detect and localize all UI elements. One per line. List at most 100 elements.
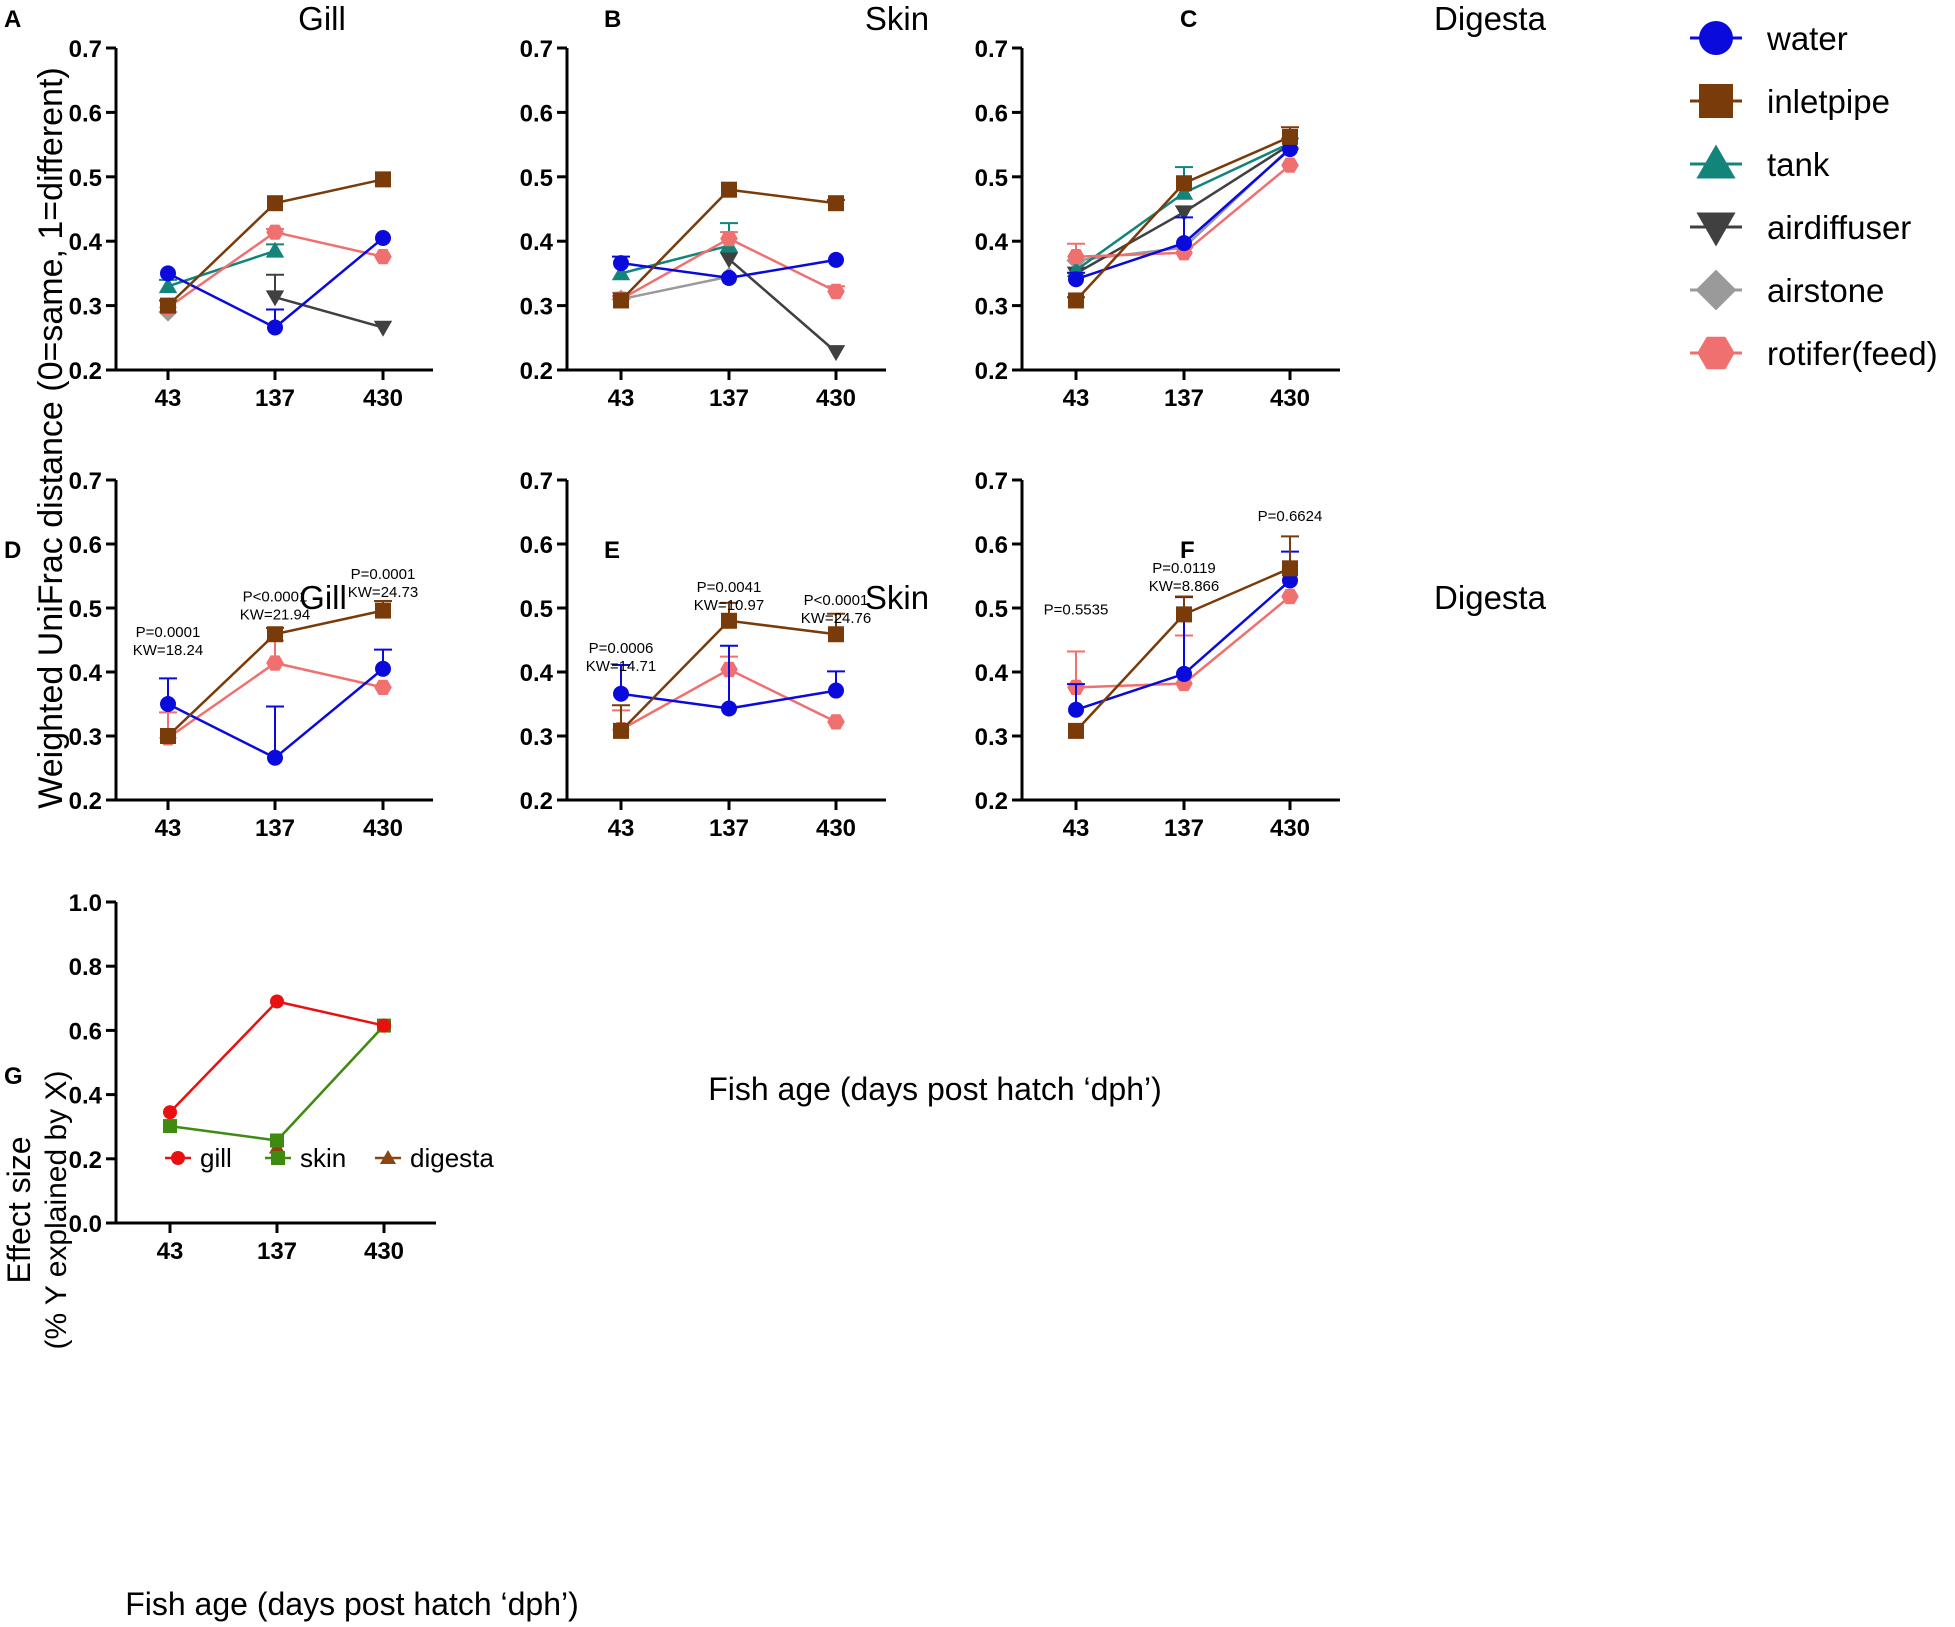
inletpipe-point xyxy=(1068,292,1084,309)
x-tick-label: 137 xyxy=(1164,385,1204,412)
inletpipe-point xyxy=(1282,128,1298,145)
panel-e-title: Skin xyxy=(865,579,929,616)
y-tick-label: 0.3 xyxy=(520,294,553,321)
rotifer-point xyxy=(827,283,845,300)
x-tick-label: 430 xyxy=(364,1238,404,1265)
y-tick-label: 0.3 xyxy=(69,724,102,751)
stat-annotation: P=0.5535 xyxy=(1044,601,1109,618)
stat-annotation: KW=10.97 xyxy=(694,597,764,614)
water-point xyxy=(267,319,283,336)
panel-g-plot: 0.0 0.2 0.4 0.6 0.8 1.0 43 137 430 xyxy=(69,890,436,1265)
panel-f-plot: 0.2 0.3 0.4 0.5 0.6 0.7 43 137 430 P=0.5535 P=0.01… xyxy=(975,468,1340,842)
panel-g-y-label-line1: Effect size xyxy=(1,1136,37,1283)
y-tick-label: 0.2 xyxy=(520,788,553,815)
legend-marker-gill xyxy=(171,1151,185,1165)
water-point xyxy=(1068,701,1084,718)
y-tick-label: 0.4 xyxy=(975,229,1009,256)
y-tick-label: 0.6 xyxy=(520,100,553,127)
y-tick-label: 0.4 xyxy=(69,660,103,687)
inletpipe-point xyxy=(613,722,629,739)
legend-marker-skin xyxy=(271,1151,285,1165)
legend-marker-airdiffuser xyxy=(1696,212,1736,247)
inletpipe-point xyxy=(375,171,391,188)
skin-series-line xyxy=(169,1024,385,1142)
airdiffuser-series-line xyxy=(274,295,384,329)
stat-annotation: P=0.0001 xyxy=(351,566,416,583)
x-tick-label: 137 xyxy=(255,385,295,412)
panel-g-y-label-line2: (% Y explained by X) xyxy=(40,1070,73,1349)
y-tick-label: 0.5 xyxy=(520,165,553,192)
panel-g-x-label: Fish age (days post hatch ‘dph’) xyxy=(125,1586,579,1622)
inletpipe-point xyxy=(1176,175,1192,192)
tank-series-line xyxy=(620,244,730,275)
gill-series-line xyxy=(169,1000,385,1114)
stat-annotation: P=0.0006 xyxy=(589,640,654,657)
y-tick-label: 0.5 xyxy=(69,596,102,623)
stat-annotation: KW=24.73 xyxy=(348,584,418,601)
panel-e-plot: 0.2 0.3 0.4 0.5 0.6 0.7 43 137 430 P=0.0006KW=14.… xyxy=(520,468,886,842)
y-tick-label: 0.5 xyxy=(69,165,102,192)
water-point xyxy=(160,696,176,712)
x-tick-label: 43 xyxy=(608,385,635,412)
y-tick-label: 0.6 xyxy=(69,532,102,559)
water-point xyxy=(1176,235,1192,252)
x-tick-label: 430 xyxy=(816,815,856,842)
y-tick-label: 0.5 xyxy=(975,165,1008,192)
inletpipe-point xyxy=(267,195,283,212)
x-tick-label: 137 xyxy=(709,385,749,412)
x-tick-label: 43 xyxy=(608,815,635,842)
x-tick-label: 430 xyxy=(1270,385,1310,412)
y-tick-label: 0.7 xyxy=(520,36,553,63)
water-point xyxy=(1282,141,1298,158)
legend-label: tank xyxy=(1767,146,1830,183)
panel-letter-g: G xyxy=(4,1063,23,1090)
rotifer-point xyxy=(374,679,392,695)
inletpipe-point xyxy=(160,728,176,744)
gill-point xyxy=(163,1105,177,1120)
y-tick-label: 0.5 xyxy=(975,596,1008,623)
y-tick-label: 0.2 xyxy=(975,358,1008,385)
water-point xyxy=(721,269,737,286)
airstone-series-line xyxy=(620,275,730,301)
y-tick-label: 0.4 xyxy=(520,229,554,256)
inletpipe-point xyxy=(828,626,844,643)
water-point xyxy=(828,682,844,699)
legend-marker-water xyxy=(1699,21,1733,55)
water-point xyxy=(828,251,844,268)
y-tick-label: 0.6 xyxy=(975,532,1008,559)
skin-point xyxy=(270,1133,284,1148)
stat-annotation: KW=8.866 xyxy=(1149,578,1219,595)
airdiffuser-series-line xyxy=(728,258,837,353)
gill-point xyxy=(377,1018,391,1033)
airdiffuser-point xyxy=(719,252,739,269)
y-tick-label: 0.2 xyxy=(975,788,1008,815)
rotifer-point xyxy=(374,249,392,265)
x-tick-label: 137 xyxy=(1164,815,1204,842)
x-tick-label: 43 xyxy=(157,1238,184,1265)
x-tick-label: 43 xyxy=(1063,815,1090,842)
legend-marker-rotiferfeed xyxy=(1697,336,1735,370)
water-point xyxy=(721,700,737,717)
panel-g-legend: gill skin digesta xyxy=(165,1143,494,1173)
y-tick-label: 0.2 xyxy=(69,788,102,815)
x-tick-label: 430 xyxy=(363,815,403,842)
x-tick-label: 43 xyxy=(155,815,182,842)
y-tick-label: 0.7 xyxy=(975,468,1008,495)
water-point xyxy=(267,749,283,766)
stat-annotation: P<0.0001 xyxy=(804,592,869,609)
rotifer-point xyxy=(827,714,845,730)
airdiffuser-point xyxy=(1174,205,1194,222)
rotifer-point xyxy=(1281,157,1299,173)
y-tick-label: 0.6 xyxy=(69,100,102,127)
panel-letter-d: D xyxy=(4,537,21,564)
y-tick-label: 0.6 xyxy=(69,1018,102,1045)
x-tick-label: 430 xyxy=(816,385,856,412)
y-tick-label: 0.5 xyxy=(520,596,553,623)
y-tick-label: 0.4 xyxy=(69,229,103,256)
panel-a-title: Gill xyxy=(298,0,346,37)
legend-marker-digesta xyxy=(379,1149,397,1164)
water-point xyxy=(375,660,391,677)
y-tick-label: 0.7 xyxy=(975,36,1008,63)
water-point xyxy=(375,229,391,246)
